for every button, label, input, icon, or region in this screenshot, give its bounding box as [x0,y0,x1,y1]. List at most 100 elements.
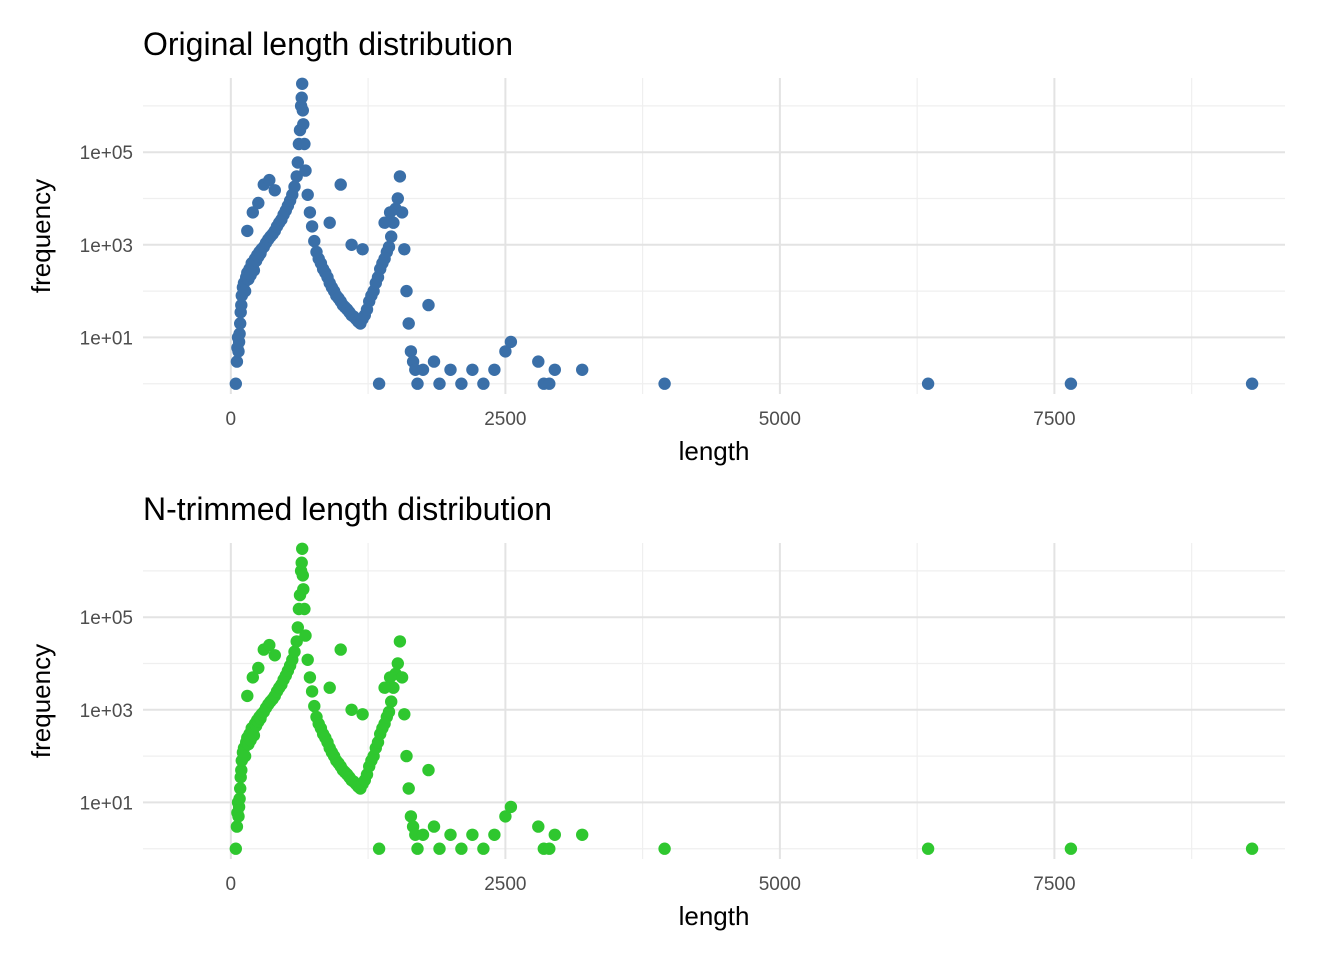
data-point [393,170,407,183]
data-point [290,170,303,183]
chart-panel-2: 0 2500 5000 7500 1e+01 1e+03 1e+05 N-trimmed le… [26,491,1285,931]
data-point [263,173,276,187]
data-point [404,810,418,823]
data-point [247,729,261,742]
data-point [455,377,468,390]
data-point [444,363,457,376]
data-point [301,653,314,666]
data-point [416,828,430,841]
data-point [532,820,545,833]
data-point [299,629,312,642]
data-point [291,621,304,634]
y-tick-label: 1e+03 [80,701,133,722]
data-point [241,224,254,238]
data-point [504,800,518,814]
data-point [444,828,457,841]
x-axis-label: length [679,436,750,466]
data-point [356,708,369,721]
data-point [576,828,589,841]
data-point [305,685,319,698]
data-point [466,363,479,376]
data-point [235,298,248,312]
data-point [393,635,407,648]
data-point [345,238,358,251]
x-tick-label: 5000 [759,874,801,895]
data-point [543,377,556,390]
data-point [238,749,252,763]
data-point [334,643,347,656]
data-point [268,649,281,662]
data-point [411,377,424,390]
data-point [229,842,242,855]
data-point [382,240,396,254]
data-point [303,671,317,684]
data-point [477,377,490,390]
x-tick-label: 0 [226,874,237,895]
data-point [576,363,589,376]
data-point [488,828,501,841]
data-point [466,828,479,841]
data-point [356,243,369,256]
data-point [372,377,386,390]
data-point [246,671,259,684]
data-point [296,569,309,582]
data-point [372,842,386,855]
data-point [297,583,310,596]
y-tick-label: 1e+05 [80,143,133,164]
data-point [921,377,935,390]
y-tick-label: 1e+01 [80,328,133,349]
data-point [263,638,276,652]
data-point [345,703,358,716]
data-point [402,317,415,330]
data-point [295,91,308,104]
data-points [229,77,1259,390]
data-point [252,661,265,675]
data-point [404,345,418,358]
data-point [477,842,490,855]
data-point [383,671,397,684]
data-point [422,298,435,312]
data-point [268,184,281,197]
data-point [234,317,247,330]
data-point [1064,377,1078,390]
x-tick-label: 0 [226,409,237,430]
data-point [416,363,430,376]
data-point [233,327,246,340]
data-point [238,284,252,298]
data-point [323,216,336,229]
data-point [296,77,309,91]
data-point [548,363,561,376]
data-point [391,657,404,670]
data-point [499,345,512,358]
data-point [230,355,244,368]
data-point [290,635,303,648]
data-point [433,377,446,390]
data-point [1064,842,1078,855]
data-point [387,681,400,694]
x-tick-label: 7500 [1033,409,1075,430]
data-point [385,230,398,243]
data-point [232,345,245,358]
data-point [400,749,413,763]
y-axis-label: frequency [26,644,56,758]
data-point [233,792,246,805]
data-point [288,180,301,193]
chart-title: Original length distribution [143,26,513,62]
data-point [308,699,321,713]
data-point [433,842,446,855]
data-point [383,206,397,219]
data-point [323,681,336,694]
data-point [658,377,671,390]
data-point [246,206,259,219]
data-point [499,810,512,823]
data-point [298,602,311,616]
chart-panel-1: 0 2500 5000 7500 1e+01 1e+03 1e+05 Original len… [26,26,1285,466]
data-point [296,542,309,555]
data-point [398,708,411,721]
data-point [334,178,347,191]
data-point [387,216,400,229]
data-point [488,363,501,376]
data-point [296,104,309,117]
